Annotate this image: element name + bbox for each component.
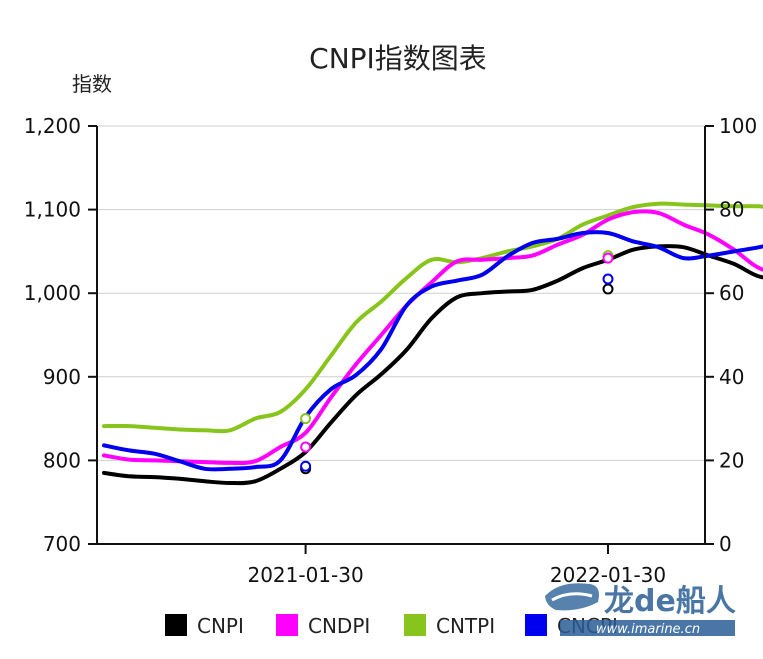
- y-left-tick-label: 900: [43, 365, 81, 389]
- legend: CNPICNDPICNTPICNCPI: [165, 614, 618, 638]
- y-left-tick-label: 1,000: [24, 281, 81, 305]
- legend-item-cntpi[interactable]: CNTPI: [404, 614, 495, 638]
- legend-swatch: [165, 614, 187, 636]
- legend-swatch: [404, 614, 426, 636]
- legend-label: CNTPI: [436, 614, 495, 638]
- legend-label: CNPI: [197, 614, 244, 638]
- watermark: 龙de船人 www.imarine.cn: [545, 583, 736, 637]
- series-line-cnpi: [102, 244, 763, 486]
- y-left-tick-label: 1,100: [24, 198, 81, 222]
- x-tick-label: 2022-01-30: [550, 563, 666, 587]
- y-right-tick-label: 40: [719, 365, 744, 389]
- series-marker-cnpi: [602, 283, 614, 295]
- legend-swatch: [276, 614, 298, 636]
- chart-title: CNPI指数图表: [309, 42, 487, 75]
- series-line-cndpi: [102, 209, 763, 466]
- series-marker-cncpi: [602, 273, 614, 285]
- grid-lines: [97, 125, 705, 461]
- series-marker-cncpi: [300, 460, 312, 472]
- axes: 700 800 900 1,000 1,100 1,200 0 20 40 60 80 100 2021…: [24, 114, 757, 587]
- y-left-tick-label: 1,200: [24, 114, 81, 138]
- series-marker-cntpi: [300, 413, 312, 425]
- watermark-url: www.imarine.cn: [596, 622, 700, 637]
- legend-item-cndpi[interactable]: CNDPI: [276, 614, 370, 638]
- watermark-brand: 龙de船人: [604, 584, 736, 619]
- legend-swatch: [525, 614, 547, 636]
- series-line-cntpi: [102, 201, 763, 434]
- y-right-tick-label: 100: [719, 114, 757, 138]
- series-marker-cndpi: [602, 252, 614, 264]
- y-right-tick-label: 0: [719, 532, 732, 556]
- y-right-tick-label: 80: [719, 198, 744, 222]
- y-right-tick-label: 60: [719, 281, 744, 305]
- legend-label: CNDPI: [308, 614, 370, 638]
- y-right-tick-label: 20: [719, 448, 744, 472]
- legend-item-cnpi[interactable]: CNPI: [165, 614, 244, 638]
- y-left-tick-label: 800: [43, 448, 81, 472]
- series-marker-cndpi: [300, 441, 312, 453]
- watermark-ship-logo-icon: [545, 583, 599, 611]
- y-axis-label: 指数: [72, 72, 112, 96]
- series-line-cncpi: [102, 230, 763, 472]
- y-left-tick-label: 700: [43, 532, 81, 556]
- series-lines: [102, 201, 763, 486]
- x-tick-label: 2021-01-30: [247, 563, 363, 587]
